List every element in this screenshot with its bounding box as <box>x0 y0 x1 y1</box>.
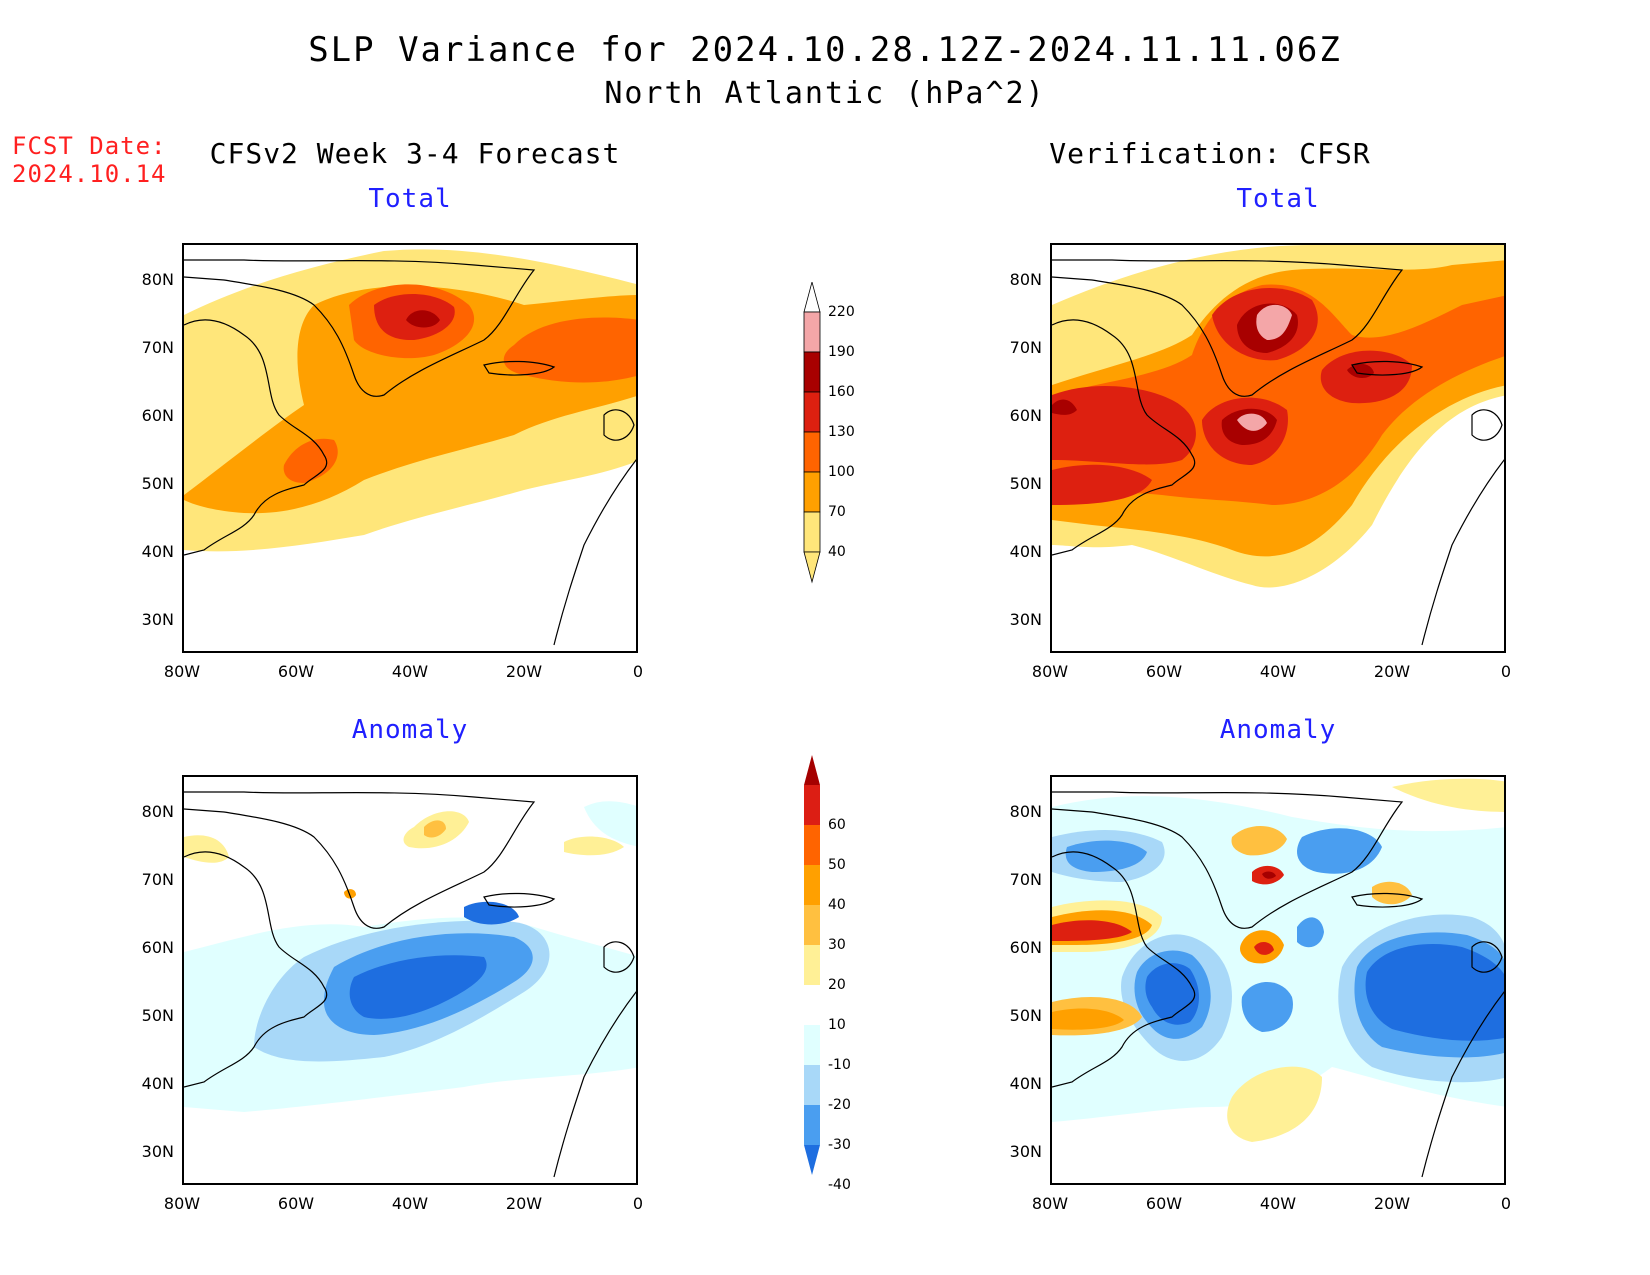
colorbar-top-triangle <box>804 755 820 785</box>
colorbar-swatch <box>804 945 820 985</box>
colorbar-label: -10 <box>828 1057 851 1073</box>
lat-label: 40N <box>141 1074 174 1093</box>
forecast-anomaly-subtitle: Anomaly <box>351 715 469 745</box>
lon-label: 80W <box>163 1194 201 1213</box>
colorbar-label: 40 <box>828 544 846 560</box>
fcst-date-label: FCST Date: <box>12 132 167 160</box>
lat-label: 30N <box>141 610 174 629</box>
forecast-total-subtitle: Total <box>368 184 452 214</box>
colorbar-swatch <box>804 1065 820 1105</box>
lat-label: 80N <box>141 270 174 289</box>
lat-label: 30N <box>141 1142 174 1161</box>
lat-label: 70N <box>141 870 174 889</box>
lat-label: 60N <box>1009 938 1042 957</box>
lat-label: 40N <box>141 542 174 561</box>
colorbar-label: 160 <box>828 384 855 400</box>
verification-column-title: Verification: CFSR <box>1049 137 1371 170</box>
colorbar-swatch <box>803 511 821 553</box>
subtitle-region-units: North Atlantic (hPa^2) <box>604 76 1046 111</box>
verification-anomaly-subtitle: Anomaly <box>1219 715 1337 745</box>
colorbar-label: 220 <box>828 304 855 320</box>
forecast-column-title: CFSv2 Week 3-4 Forecast <box>209 137 621 170</box>
lon-label: 20W <box>505 662 543 681</box>
colorbar-label: 70 <box>828 504 846 520</box>
colorbar-label: 130 <box>828 424 855 440</box>
colorbar-label: 100 <box>828 464 855 480</box>
forecast-total-map <box>182 243 638 653</box>
lat-label: 30N <box>1009 1142 1042 1161</box>
colorbar-label: 50 <box>828 857 846 873</box>
lat-label: 40N <box>1009 1074 1042 1093</box>
colorbar-swatch <box>803 391 821 433</box>
lat-label: 50N <box>1009 1006 1042 1025</box>
colorbar-swatch <box>804 985 820 1025</box>
lon-label: 20W <box>505 1194 543 1213</box>
verification-anomaly-map <box>1050 775 1506 1185</box>
colorbar-swatch <box>804 1105 820 1145</box>
colorbar-swatch <box>803 311 821 353</box>
lat-label: 70N <box>1009 338 1042 357</box>
lat-label: 60N <box>141 406 174 425</box>
lon-label: 40W <box>1259 1194 1297 1213</box>
colorbar-label: 40 <box>828 897 846 913</box>
lon-label: 60W <box>277 662 315 681</box>
lon-label: 0 <box>1500 662 1512 681</box>
colorbar-label: -20 <box>828 1097 851 1113</box>
lat-label: 80N <box>141 802 174 821</box>
lon-label: 20W <box>1373 1194 1411 1213</box>
lon-label: 60W <box>1145 1194 1183 1213</box>
main-title: SLP Variance for 2024.10.28.12Z-2024.11.… <box>308 30 1342 70</box>
colorbar-swatch <box>803 471 821 513</box>
total-colorbar <box>800 280 824 616</box>
lat-label: 30N <box>1009 610 1042 629</box>
colorbar-bottom-triangle <box>803 551 821 584</box>
colorbar-swatch <box>804 865 820 905</box>
colorbar-label: 190 <box>828 344 855 360</box>
lon-label: 80W <box>163 662 201 681</box>
lat-label: 70N <box>141 338 174 357</box>
colorbar-top-triangle <box>803 280 821 313</box>
anomaly-colorbar <box>800 755 824 1209</box>
lat-label: 50N <box>141 1006 174 1025</box>
lat-label: 60N <box>1009 406 1042 425</box>
lon-label: 0 <box>1500 1194 1512 1213</box>
colorbar-swatch <box>804 905 820 945</box>
colorbar-bottom-triangle <box>804 1145 820 1175</box>
lat-label: 80N <box>1009 270 1042 289</box>
colorbar-swatch <box>803 351 821 393</box>
lon-label: 40W <box>391 662 429 681</box>
lon-label: 40W <box>391 1194 429 1213</box>
colorbar-swatch <box>804 1025 820 1065</box>
fcst-date-value: 2024.10.14 <box>12 160 167 188</box>
verification-total-map <box>1050 243 1506 653</box>
lon-label: 60W <box>277 1194 315 1213</box>
colorbar-label: -40 <box>828 1177 851 1193</box>
lon-label: 80W <box>1031 1194 1069 1213</box>
lon-label: 40W <box>1259 662 1297 681</box>
lat-label: 50N <box>1009 474 1042 493</box>
lat-label: 60N <box>141 938 174 957</box>
colorbar-label: 20 <box>828 977 846 993</box>
forecast-anomaly-map <box>182 775 638 1185</box>
lat-label: 40N <box>1009 542 1042 561</box>
colorbar-swatch <box>803 431 821 473</box>
lon-label: 0 <box>632 662 644 681</box>
colorbar-label: 10 <box>828 1017 846 1033</box>
lat-label: 80N <box>1009 802 1042 821</box>
colorbar-label: -30 <box>828 1137 851 1153</box>
colorbar-swatch <box>804 825 820 865</box>
colorbar-label: 60 <box>828 817 846 833</box>
lon-label: 20W <box>1373 662 1411 681</box>
colorbar-label: 30 <box>828 937 846 953</box>
verification-total-subtitle: Total <box>1236 184 1320 214</box>
lat-label: 50N <box>141 474 174 493</box>
colorbar-swatch <box>804 785 820 825</box>
lon-label: 0 <box>632 1194 644 1213</box>
lat-label: 70N <box>1009 870 1042 889</box>
lon-label: 60W <box>1145 662 1183 681</box>
lon-label: 80W <box>1031 662 1069 681</box>
